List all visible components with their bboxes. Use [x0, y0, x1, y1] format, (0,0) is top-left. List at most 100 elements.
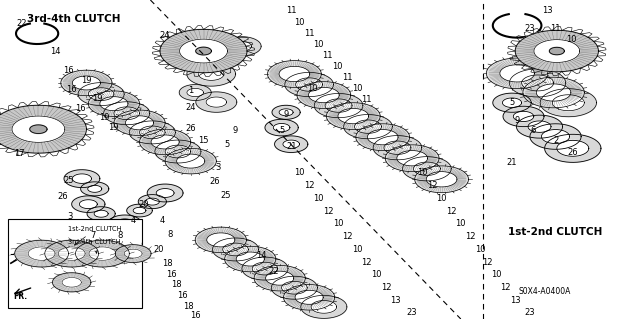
Polygon shape	[89, 247, 116, 260]
Text: 17: 17	[14, 149, 24, 158]
Polygon shape	[295, 290, 323, 304]
Polygon shape	[296, 78, 323, 91]
Polygon shape	[79, 200, 97, 209]
Text: 11: 11	[304, 29, 314, 38]
Text: 14: 14	[51, 47, 61, 56]
Text: 12: 12	[465, 232, 476, 241]
Text: 10: 10	[371, 271, 381, 279]
Polygon shape	[206, 97, 227, 107]
Polygon shape	[549, 47, 564, 55]
Polygon shape	[88, 185, 102, 192]
Polygon shape	[179, 85, 211, 100]
Text: 16: 16	[177, 291, 188, 300]
Polygon shape	[254, 265, 305, 291]
Text: 5: 5	[279, 126, 284, 135]
Polygon shape	[522, 75, 554, 91]
Text: 18: 18	[172, 280, 182, 289]
Polygon shape	[545, 134, 601, 162]
Polygon shape	[373, 136, 422, 160]
Polygon shape	[140, 129, 191, 155]
Polygon shape	[125, 116, 154, 130]
Polygon shape	[530, 124, 581, 149]
Text: 26: 26	[209, 177, 220, 186]
Polygon shape	[195, 227, 246, 253]
Text: 19: 19	[108, 123, 118, 132]
Text: 10: 10	[333, 219, 343, 228]
Polygon shape	[285, 72, 333, 97]
Text: 3rd-4th CLUTCH: 3rd-4th CLUTCH	[68, 239, 121, 253]
Text: 22: 22	[269, 267, 279, 276]
Polygon shape	[115, 245, 151, 263]
Text: 20: 20	[138, 200, 148, 209]
Polygon shape	[338, 108, 369, 124]
Polygon shape	[78, 83, 124, 106]
Text: 4: 4	[159, 216, 164, 225]
Polygon shape	[72, 76, 100, 90]
Polygon shape	[165, 145, 191, 158]
Polygon shape	[124, 249, 142, 258]
Polygon shape	[502, 98, 522, 108]
Polygon shape	[273, 123, 290, 132]
Polygon shape	[155, 140, 201, 163]
Polygon shape	[384, 141, 411, 154]
Text: 9: 9	[233, 126, 238, 135]
Polygon shape	[223, 243, 248, 256]
Text: 10: 10	[294, 18, 305, 27]
Polygon shape	[503, 106, 544, 127]
Polygon shape	[242, 257, 288, 280]
Polygon shape	[314, 93, 363, 118]
Text: 23: 23	[406, 308, 417, 317]
Polygon shape	[413, 162, 440, 175]
Text: 13: 13	[390, 296, 401, 305]
Polygon shape	[397, 151, 428, 166]
Text: 12: 12	[500, 283, 511, 292]
Polygon shape	[500, 65, 534, 82]
Text: 10: 10	[456, 219, 466, 228]
Text: 11: 11	[286, 6, 296, 15]
Text: 12: 12	[304, 181, 314, 190]
Text: 1st-2nd CLUTCH: 1st-2nd CLUTCH	[508, 227, 603, 237]
Polygon shape	[147, 184, 183, 202]
Text: 10: 10	[566, 35, 577, 44]
Text: 10: 10	[491, 271, 501, 279]
Text: 11: 11	[550, 24, 561, 33]
Polygon shape	[367, 130, 398, 145]
Text: 12: 12	[483, 258, 493, 267]
Text: 11: 11	[342, 73, 353, 82]
Text: 13: 13	[542, 6, 552, 15]
Polygon shape	[0, 105, 86, 153]
Text: 16: 16	[190, 311, 200, 319]
Text: 19: 19	[99, 113, 109, 122]
Polygon shape	[104, 102, 150, 125]
Polygon shape	[30, 125, 47, 133]
Polygon shape	[385, 145, 439, 172]
Text: 16: 16	[63, 66, 74, 75]
Polygon shape	[541, 130, 570, 144]
Text: 26: 26	[186, 124, 196, 133]
Polygon shape	[271, 276, 317, 299]
Polygon shape	[72, 196, 105, 212]
Text: 16: 16	[67, 85, 77, 94]
Text: S0X4-A0400A: S0X4-A0400A	[518, 287, 571, 296]
Text: 25: 25	[64, 176, 74, 185]
Text: 15: 15	[198, 137, 209, 145]
Polygon shape	[88, 88, 114, 100]
Polygon shape	[557, 140, 589, 156]
Polygon shape	[58, 247, 85, 260]
Polygon shape	[513, 111, 534, 122]
Polygon shape	[282, 281, 307, 294]
Text: 10: 10	[294, 168, 305, 177]
Text: 12: 12	[427, 181, 437, 190]
Polygon shape	[486, 58, 548, 89]
Text: 10: 10	[332, 63, 342, 71]
Polygon shape	[236, 252, 264, 266]
Polygon shape	[552, 95, 584, 111]
Polygon shape	[116, 219, 134, 228]
Polygon shape	[52, 273, 91, 292]
Polygon shape	[301, 295, 347, 318]
Text: 12: 12	[446, 207, 456, 216]
Text: 24: 24	[160, 31, 170, 40]
Text: 14: 14	[256, 251, 266, 260]
Polygon shape	[279, 109, 293, 116]
Polygon shape	[509, 69, 566, 97]
